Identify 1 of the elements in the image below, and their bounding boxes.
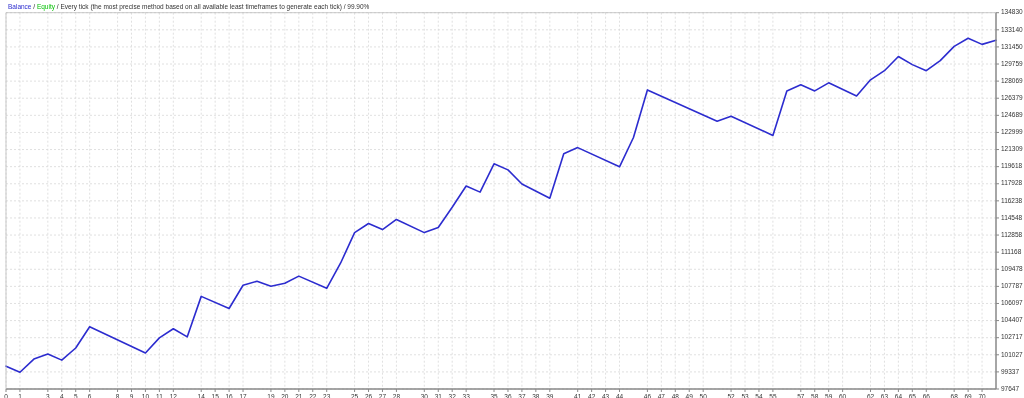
line-series	[5, 37, 997, 374]
